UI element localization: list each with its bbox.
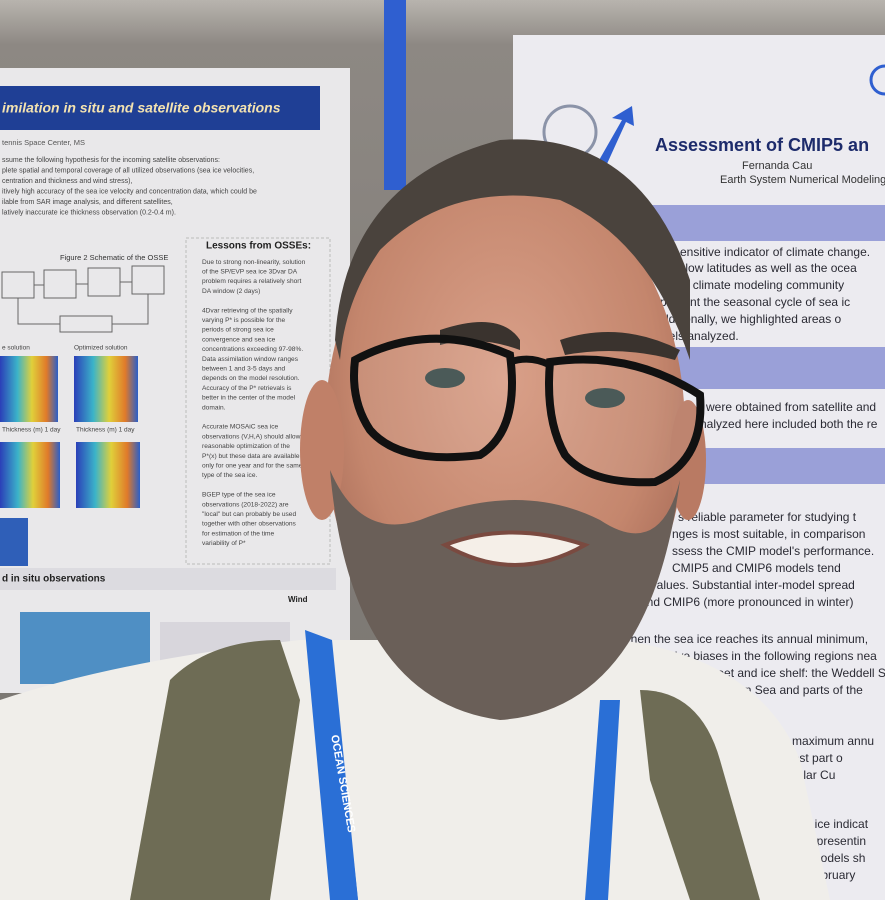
lesson-line: problem requires a relatively short (202, 278, 301, 285)
poster-body-line: A values. Substantial inter-model spread (640, 578, 855, 592)
poster-title: Assessment of CMIP5 an (655, 135, 869, 155)
poster-body-line: CMIP5 and CMIP6 models tend (672, 561, 841, 575)
heatmap (74, 356, 138, 422)
intro-line: itively high accuracy of the sea ice vel… (2, 188, 257, 195)
lesson-line: type of the sea ice. (202, 472, 258, 479)
panel-label: Thickness (m) 1 day (2, 427, 61, 434)
lesson-line: convergence and sea ice (202, 336, 276, 343)
backpack-strap (640, 690, 760, 900)
intro-line: plete spatial and temporal coverage of a… (2, 167, 254, 174)
glasses-lens (350, 334, 516, 462)
hair (335, 139, 690, 360)
lesson-line: DA window (2 days) (202, 288, 260, 295)
panel-label: Optimized solution (74, 345, 128, 352)
poster-body-line: nalyzed here included both the re (700, 417, 878, 431)
lessons-title: Lessons from OSSEs: (206, 241, 311, 252)
logo-arrow (598, 106, 634, 166)
poster-body-line: ssess the CMIP model's performance. (672, 544, 874, 558)
lanyard (305, 630, 358, 900)
lesson-line: observations (V,H,A) should allow (202, 433, 301, 440)
poster-body-line: were obtained from satellite and (705, 400, 876, 414)
colorbar (0, 518, 28, 566)
poster-body-line: nges is most suitable, in comparison (672, 527, 865, 541)
footer-wind: Wind (288, 595, 308, 604)
poster-body-line: when the sea ice reaches its annual mini… (621, 632, 868, 646)
affiliation: tennis Space Center, MS (2, 138, 85, 147)
lesson-line: "local" but can probably be used (202, 511, 296, 518)
poster-body-line: and CMIP6 (more pronounced in winter) (640, 595, 853, 609)
lesson-line: depends on the model resolution. (202, 375, 300, 382)
lesson-line: only for one year and for the same (202, 462, 303, 469)
left-poster: imilation in situ and satellite observat… (0, 68, 350, 693)
eyebrow (440, 322, 520, 350)
panel-label: Thickness (m) 1 day (76, 427, 135, 434)
poster-body-line: s reliable parameter for studying t (678, 510, 857, 524)
lesson-line: better in the center of the model (202, 395, 296, 402)
logo (869, 64, 885, 96)
eye (425, 368, 465, 388)
poster-header-text: imilation in situ and satellite observat… (2, 100, 281, 116)
lesson-line: Data assimilation window ranges (202, 356, 299, 363)
lesson-line: concentrations exceeding 97-98%. (202, 346, 303, 353)
footer-heading: d in situ observations (2, 574, 106, 585)
poster-body-line: ensitive indicator of climate change. (680, 245, 870, 259)
intro-line: ilable from SAR image analysis, and diff… (2, 199, 173, 206)
glasses-bridge (508, 355, 552, 369)
lesson-line: Accuracy of the P* retrievals is (202, 385, 292, 392)
heatmap (0, 356, 58, 422)
lesson-line: 4Dvar retrieving of the spatially (202, 307, 293, 314)
person: OCEAN SCIENCES (0, 139, 830, 900)
lesson-line: between 1 and 3-5 days and (202, 365, 286, 372)
poster-body-line: present the seasonal cycle of sea ic (660, 295, 850, 309)
lesson-line: varying P* is possible for the (202, 317, 286, 324)
lesson-line: observations (2018-2022) are (202, 501, 289, 508)
poster-body-line: dditionally, we highlighted areas o (662, 312, 842, 326)
heatmap (0, 442, 60, 508)
schematic (1, 265, 165, 333)
lesson-line: of the SP/EVP sea ice 3Dvar DA (202, 268, 298, 275)
beard (330, 470, 680, 720)
section-band (650, 205, 885, 241)
poster-affiliation: Earth System Numerical Modeling (720, 174, 885, 186)
lesson-line: variability of P* (202, 540, 246, 547)
lesson-line: BGEP type of the sea ice (202, 492, 276, 499)
poster-body-line: in the climate modeling community (660, 278, 844, 292)
poster-body-line: and low latitudes as well as the ocea (662, 261, 857, 275)
lesson-line: together with other observations (202, 521, 297, 528)
panel-label: e solution (2, 345, 30, 352)
intro-line: centration and thickness and wind stress… (2, 178, 132, 185)
glasses-lens (545, 355, 705, 487)
lesson-line: Accurate MOSAiC sea ice (202, 424, 279, 431)
lesson-line: for estimation of the time (202, 530, 275, 537)
eyebrow (560, 332, 680, 360)
lesson-line: Due to strong non-linearity, solution (202, 259, 306, 266)
heatmap (76, 442, 140, 508)
eye (585, 388, 625, 408)
poster-header (0, 86, 320, 130)
poster-author: Fernanda Cau (742, 160, 812, 172)
footer-band (0, 568, 336, 590)
lesson-line: periods of strong sea ice (202, 327, 274, 334)
blue-strap (384, 0, 406, 190)
backpack-strap (130, 640, 300, 900)
smile (440, 530, 590, 567)
figure-caption: Figure 2 Schematic of the OSSE (60, 253, 168, 262)
lesson-line: P*(x) but these data are available (202, 453, 300, 460)
lesson-line: reasonable optimization of the (202, 443, 290, 450)
intro-line: latively inaccurate ice thickness observ… (2, 209, 176, 216)
intro-line: ssume the following hypothesis for the i… (2, 157, 220, 164)
lesson-line: domain. (202, 404, 226, 411)
